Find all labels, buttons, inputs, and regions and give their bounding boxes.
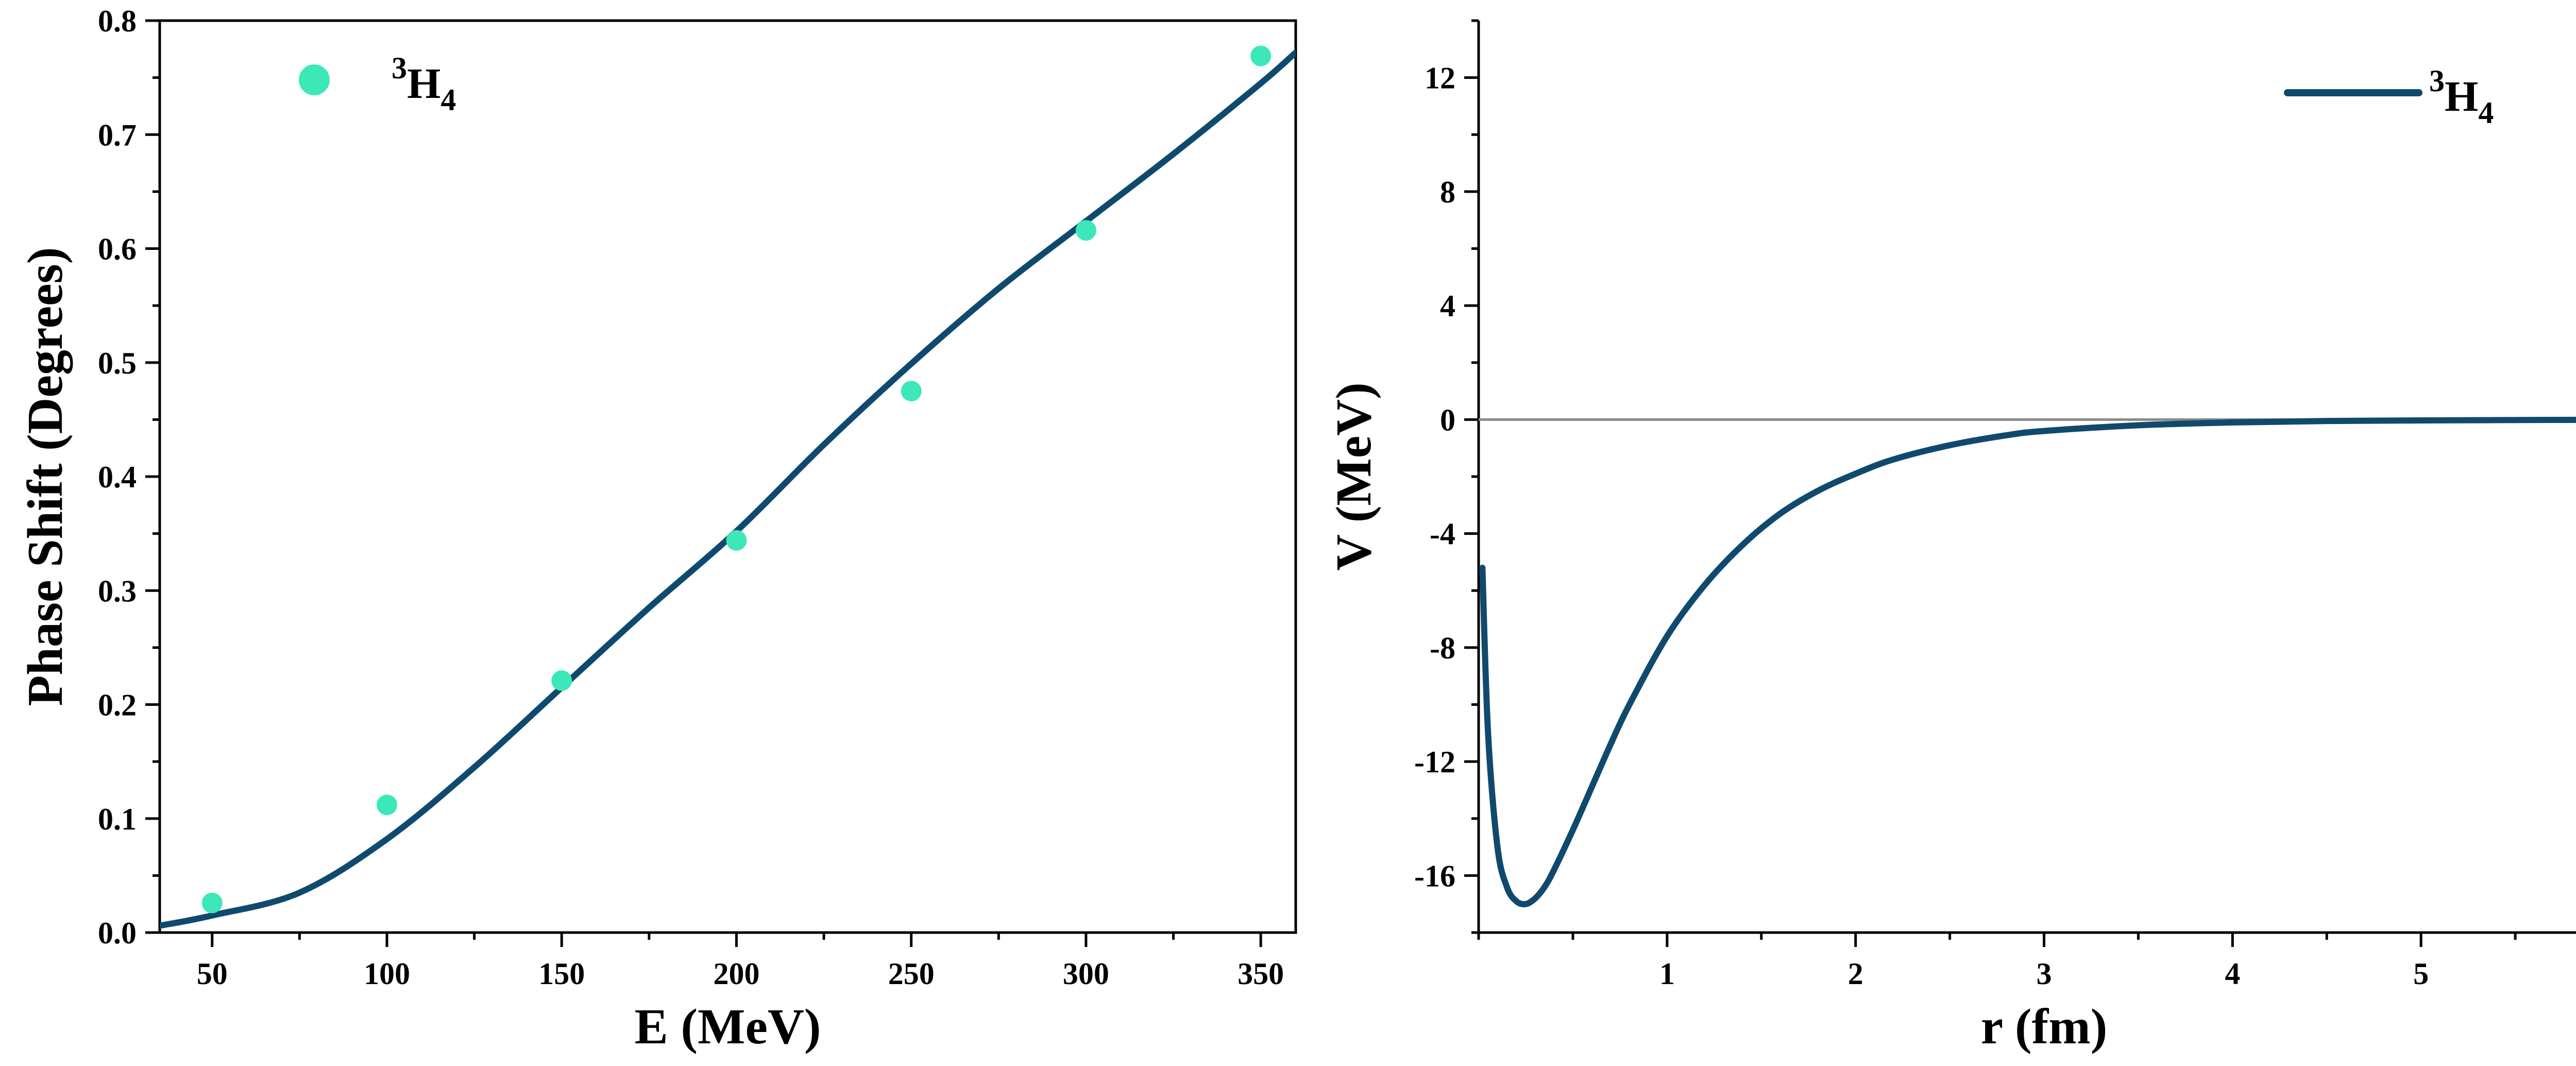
x-tick-label: 3: [2037, 957, 2052, 991]
data-point: [377, 794, 397, 816]
left-panel: 50 100 150 200 250 300 350 0.0 0.1 0.2 0.3 0.4 0.5 0.…: [18, 4, 1297, 1055]
x-tick-label: 50: [197, 957, 228, 991]
x-axis-title: r (fm): [1981, 999, 2108, 1055]
y-tick-label: 0.4: [98, 460, 137, 494]
fit-curve: [160, 49, 1296, 929]
y-tick-label: 0.8: [98, 4, 137, 38]
y-tick-label: 0.2: [98, 688, 137, 722]
y-tick-label: 12: [1425, 61, 1455, 95]
legend-label-main: H: [2445, 73, 2478, 121]
legend-label-sup: 3: [392, 51, 407, 85]
x-tick-label: 200: [713, 957, 759, 991]
legend-label-sub: 4: [2478, 96, 2494, 130]
y-tick-label: 0.6: [98, 232, 137, 266]
legend-label: 3H4: [392, 51, 456, 117]
y-axis-title: V (MeV): [1326, 382, 1382, 571]
legend-marker: [299, 64, 330, 95]
y-tick-label: 0.3: [98, 574, 137, 608]
y-tick-label: 0.7: [98, 118, 137, 152]
x-tick-label: 350: [1238, 957, 1284, 991]
data-point: [901, 381, 922, 402]
legend: 3H4: [299, 51, 456, 117]
x-tick-label: 4: [2225, 957, 2240, 991]
data-point: [201, 892, 223, 913]
x-tick-label: 100: [364, 957, 410, 991]
legend-label-sub: 4: [440, 83, 456, 117]
y-tick-label: -4: [1430, 517, 1455, 551]
data-point: [726, 530, 747, 551]
y-tick-label: -8: [1430, 631, 1455, 665]
y-axis-title: Phase Shift (Degrees): [18, 247, 73, 706]
x-tick-label: 300: [1063, 957, 1109, 991]
x-tick-label: 250: [888, 957, 935, 991]
y-tick-label: 8: [1440, 175, 1455, 209]
y-tick-label: 0.1: [98, 802, 137, 836]
legend-label: 3H4: [2429, 64, 2494, 130]
y-tick-label: -16: [1414, 859, 1455, 893]
legend: 3H4: [2284, 64, 2494, 130]
y-tick-label: 0.5: [98, 346, 137, 380]
x-axis-title: E (MeV): [635, 999, 821, 1055]
data-point: [551, 670, 572, 691]
y-tick-label: -12: [1414, 745, 1455, 779]
legend-label-main: H: [407, 60, 440, 108]
plot-frame: [158, 19, 1297, 934]
x-tick-label: 5: [2413, 957, 2429, 991]
data-point: [1250, 45, 1272, 66]
data-point: [1075, 220, 1096, 241]
x-tick-label: 2: [1848, 957, 1863, 991]
y-tick-label: 4: [1440, 289, 1455, 323]
legend-label-sup: 3: [2429, 64, 2445, 98]
x-tick-label: 150: [538, 957, 585, 991]
x-tick-label: 1: [1659, 957, 1675, 991]
y-tick-label: 0.0: [98, 916, 137, 950]
fit-curve: [1479, 416, 2576, 907]
y-tick-label: 0: [1440, 403, 1455, 437]
